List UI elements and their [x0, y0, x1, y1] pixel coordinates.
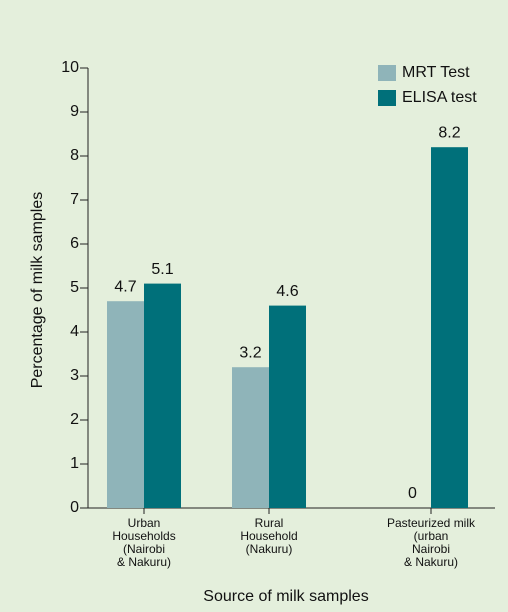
- bar: [232, 367, 269, 508]
- data-label: 8.2: [438, 124, 460, 141]
- y-axis-label: Percentage of milk samples: [29, 192, 46, 389]
- data-label: 0: [408, 485, 417, 502]
- x-axis-label: Source of milk samples: [203, 588, 368, 605]
- y-tick-label: 10: [61, 59, 79, 76]
- data-label: 4.7: [114, 278, 136, 295]
- x-tick-label: Households: [112, 529, 175, 543]
- y-tick-label: 7: [70, 191, 79, 208]
- y-tick-label: 2: [70, 411, 79, 428]
- x-tick-label: Urban: [128, 516, 161, 530]
- y-tick-label: 4: [70, 323, 79, 340]
- x-tick-label: & Nakuru): [404, 555, 458, 569]
- x-tick-label: (urban: [414, 529, 449, 543]
- bar: [107, 301, 144, 508]
- x-tick-label: (Nakuru): [246, 542, 293, 556]
- legend-swatch: [378, 90, 396, 106]
- x-tick-label: & Nakuru): [117, 555, 171, 569]
- x-tick-label: Nairobi: [412, 542, 450, 556]
- legend-label: MRT Test: [402, 64, 470, 81]
- y-tick-label: 9: [70, 103, 79, 120]
- y-tick-label: 1: [70, 455, 79, 472]
- x-tick-label: Rural: [255, 516, 284, 530]
- x-tick-label: (Nairobi: [123, 542, 165, 556]
- data-label: 3.2: [239, 344, 261, 361]
- y-tick-label: 8: [70, 147, 79, 164]
- data-label: 5.1: [151, 261, 173, 278]
- bar: [269, 305, 306, 508]
- y-tick-label: 0: [70, 499, 79, 516]
- bar: [144, 283, 181, 508]
- y-tick-label: 5: [70, 279, 79, 296]
- legend-swatch: [378, 65, 396, 81]
- y-tick-label: 6: [70, 235, 79, 252]
- y-tick-label: 3: [70, 367, 79, 384]
- x-tick-label: Pasteurized milk: [387, 516, 476, 530]
- x-tick-label: Household: [240, 529, 297, 543]
- bar: [431, 147, 468, 508]
- data-label: 4.6: [276, 283, 298, 300]
- legend-label: ELISA test: [402, 89, 477, 106]
